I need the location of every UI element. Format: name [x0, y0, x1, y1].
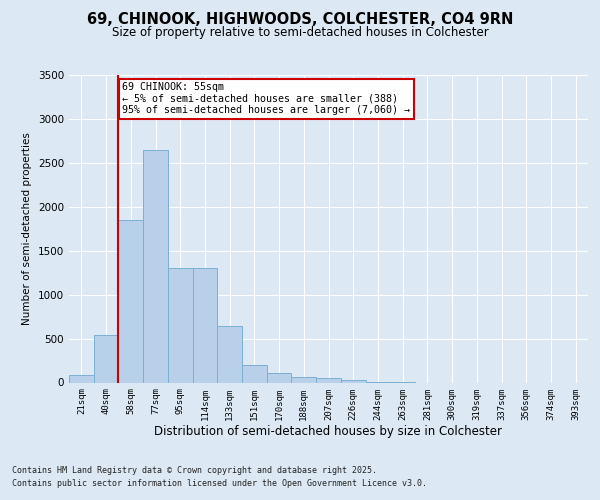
- Text: Contains public sector information licensed under the Open Government Licence v3: Contains public sector information licen…: [12, 479, 427, 488]
- Bar: [242, 365, 267, 382]
- Bar: [143, 150, 168, 382]
- Bar: [69, 376, 94, 382]
- Text: 69 CHINOOK: 55sqm
← 5% of semi-detached houses are smaller (388)
95% of semi-det: 69 CHINOOK: 55sqm ← 5% of semi-detached …: [122, 82, 410, 115]
- Bar: [168, 268, 193, 382]
- Bar: [217, 326, 242, 382]
- X-axis label: Distribution of semi-detached houses by size in Colchester: Distribution of semi-detached houses by …: [155, 425, 503, 438]
- Bar: [193, 268, 217, 382]
- Bar: [341, 380, 365, 382]
- Y-axis label: Number of semi-detached properties: Number of semi-detached properties: [22, 132, 32, 325]
- Text: 69, CHINOOK, HIGHWOODS, COLCHESTER, CO4 9RN: 69, CHINOOK, HIGHWOODS, COLCHESTER, CO4 …: [87, 12, 513, 28]
- Bar: [267, 374, 292, 382]
- Text: Size of property relative to semi-detached houses in Colchester: Size of property relative to semi-detach…: [112, 26, 488, 39]
- Bar: [292, 377, 316, 382]
- Bar: [118, 220, 143, 382]
- Bar: [94, 335, 118, 382]
- Text: Contains HM Land Registry data © Crown copyright and database right 2025.: Contains HM Land Registry data © Crown c…: [12, 466, 377, 475]
- Bar: [316, 378, 341, 382]
